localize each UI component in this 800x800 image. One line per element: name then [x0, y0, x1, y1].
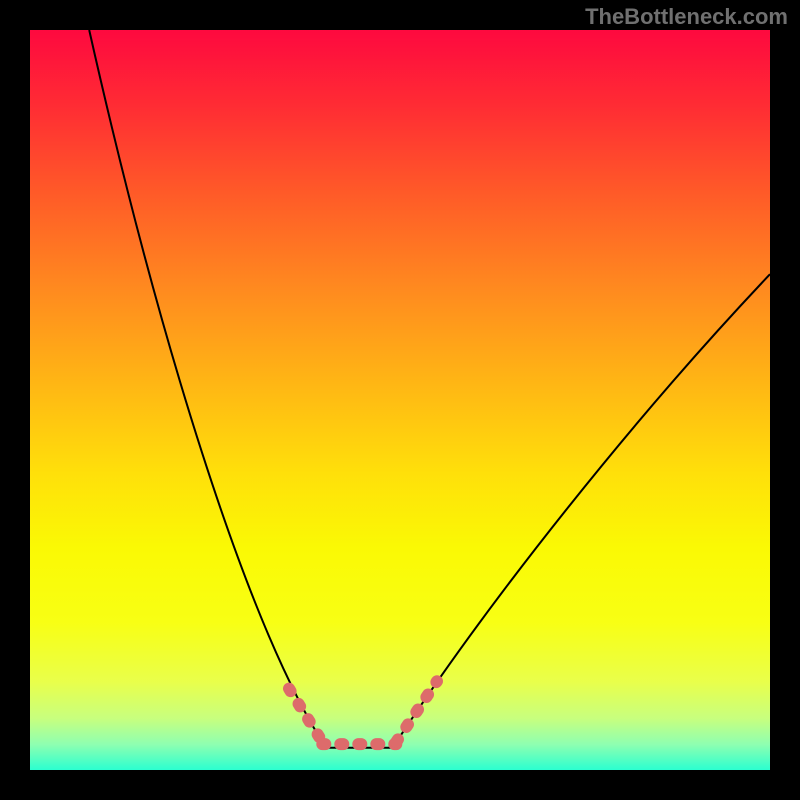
plot-background	[30, 30, 770, 770]
watermark-text: TheBottleneck.com	[585, 4, 788, 30]
bottleneck-chart-svg	[0, 0, 800, 800]
chart-container: TheBottleneck.com	[0, 0, 800, 800]
